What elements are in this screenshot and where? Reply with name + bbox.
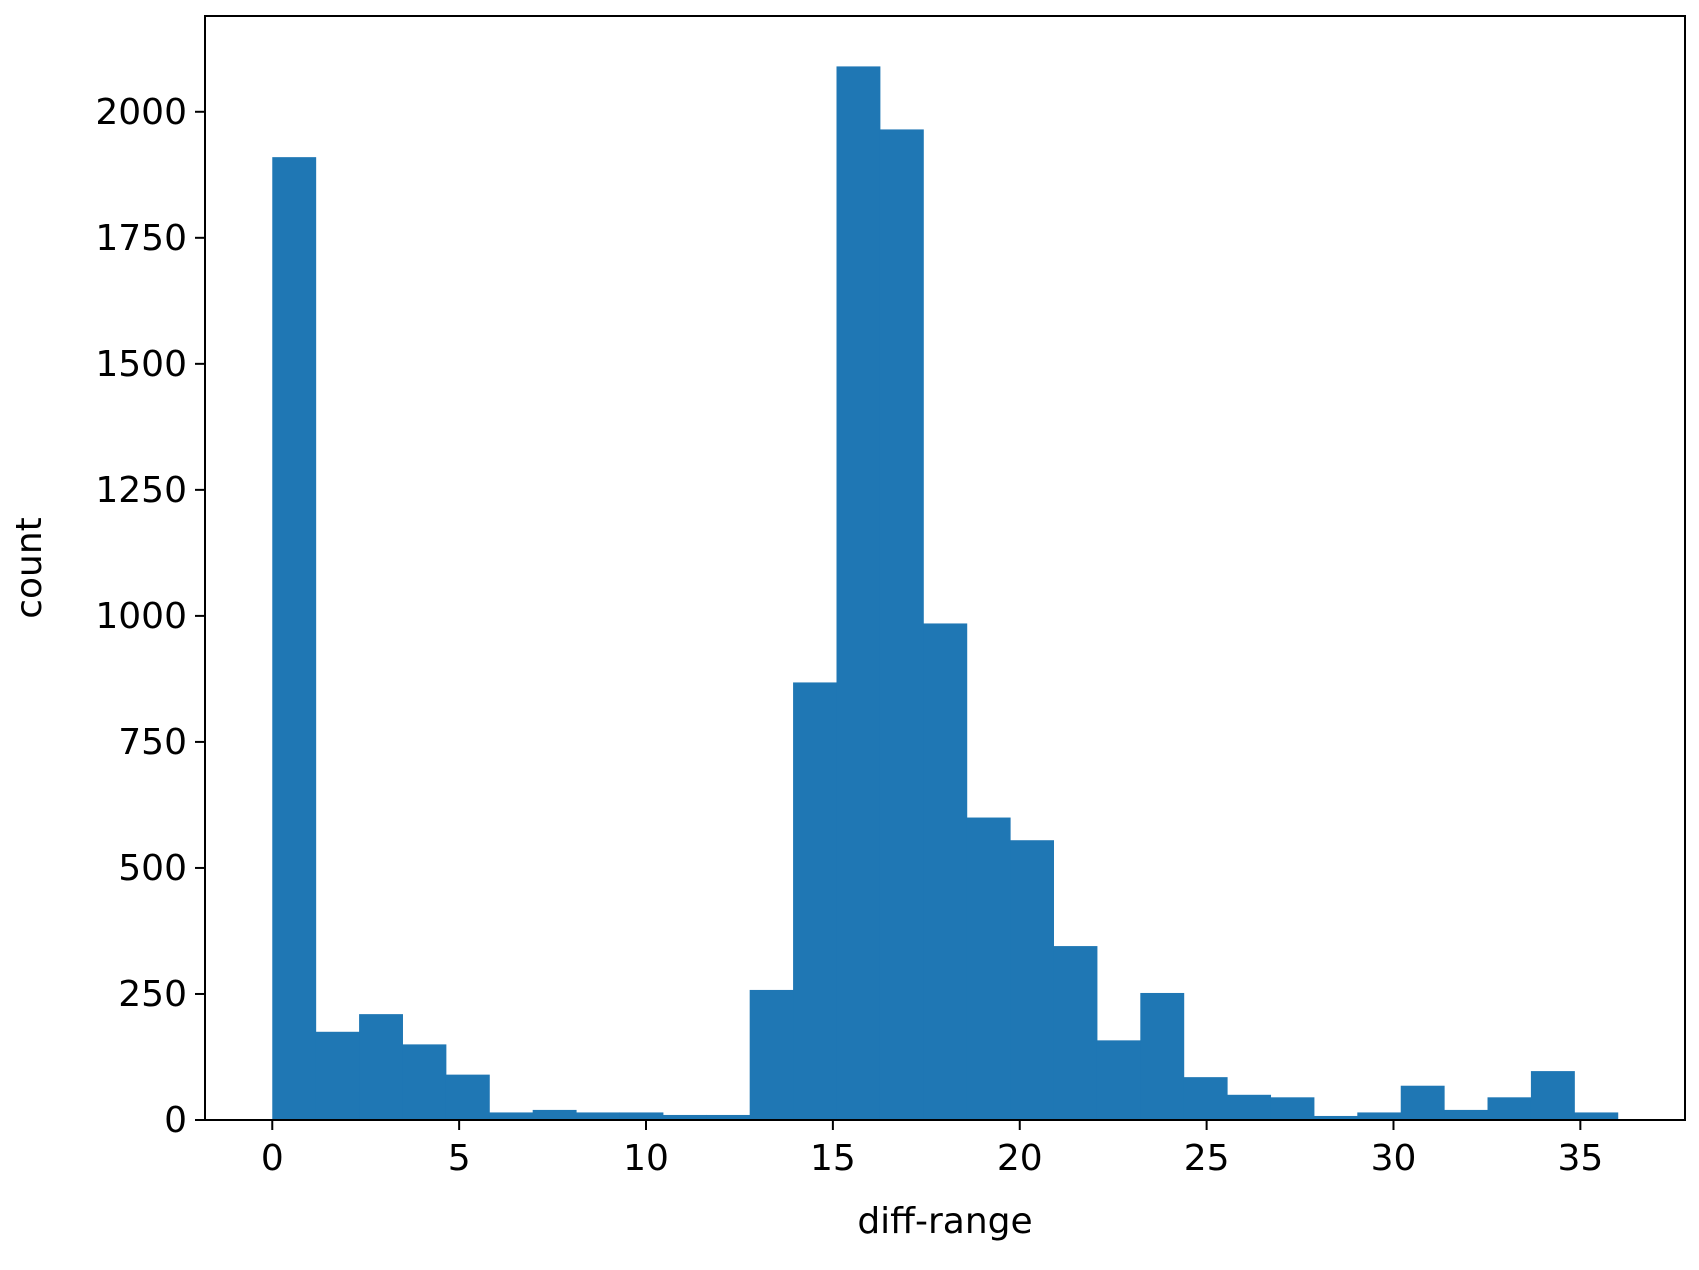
y-tick-label: 0: [164, 1100, 187, 1141]
x-tick-label: 25: [1184, 1138, 1230, 1179]
histogram-bar: [1574, 1112, 1619, 1120]
y-tick-label: 2000: [95, 92, 187, 133]
histogram-bar: [836, 66, 881, 1120]
histogram-bar: [1096, 1040, 1141, 1120]
histogram-bar: [1400, 1085, 1445, 1120]
bars-group: [272, 66, 1619, 1120]
y-axis-label: count: [9, 517, 50, 619]
x-tick-label: 0: [261, 1138, 284, 1179]
histogram-bar: [402, 1044, 447, 1120]
histogram-bar: [619, 1112, 664, 1120]
x-tick-label: 10: [623, 1138, 669, 1179]
x-tick-label: 35: [1557, 1138, 1603, 1179]
histogram-bar: [272, 157, 317, 1120]
y-tick-label: 1000: [95, 596, 187, 637]
histogram-bar: [445, 1074, 490, 1120]
x-axis-label: diff-range: [857, 1201, 1032, 1242]
histogram-bar: [576, 1112, 620, 1120]
plot-frame: [204, 15, 1686, 1121]
histogram-bar: [1140, 992, 1185, 1120]
histogram-bar: [1053, 946, 1098, 1120]
x-tick-label: 20: [997, 1138, 1043, 1179]
histogram-bar: [923, 623, 968, 1120]
histogram-bar: [1270, 1097, 1315, 1120]
histogram-bar: [1183, 1077, 1228, 1120]
histogram-bar: [662, 1114, 707, 1120]
y-tick-label: 1250: [95, 470, 187, 511]
y-tick-label: 250: [118, 974, 187, 1015]
histogram-bar: [706, 1114, 751, 1120]
histogram-bar: [1357, 1112, 1402, 1120]
histogram-bar: [1487, 1097, 1532, 1120]
histogram-bar: [1530, 1071, 1575, 1120]
histogram-bar: [1313, 1115, 1358, 1120]
histogram-bar: [749, 989, 794, 1120]
x-tick-label: 30: [1371, 1138, 1417, 1179]
y-axis-ticks: 0 250 500 750 1000 1250 1500 1750 2000: [95, 92, 205, 1141]
histogram-bar: [793, 682, 838, 1120]
histogram-bar: [315, 1031, 360, 1120]
histogram-bar: [966, 817, 1011, 1120]
histogram-bar: [489, 1112, 534, 1120]
x-axis-ticks: 0 5 10 15 20 25 30 35: [261, 1120, 1603, 1179]
y-tick-label: 1500: [95, 344, 187, 385]
y-tick-label: 1750: [95, 218, 187, 259]
x-tick-label: 5: [448, 1138, 471, 1179]
histogram-bar: [1444, 1109, 1489, 1120]
histogram-bar: [1227, 1094, 1272, 1120]
histogram-bar: [532, 1109, 577, 1120]
x-tick-label: 15: [810, 1138, 856, 1179]
y-tick-label: 500: [118, 848, 187, 889]
histogram-bar: [879, 129, 924, 1120]
histogram-bar: [359, 1014, 403, 1120]
histogram-bar: [1010, 840, 1054, 1120]
y-tick-label: 750: [118, 722, 187, 763]
